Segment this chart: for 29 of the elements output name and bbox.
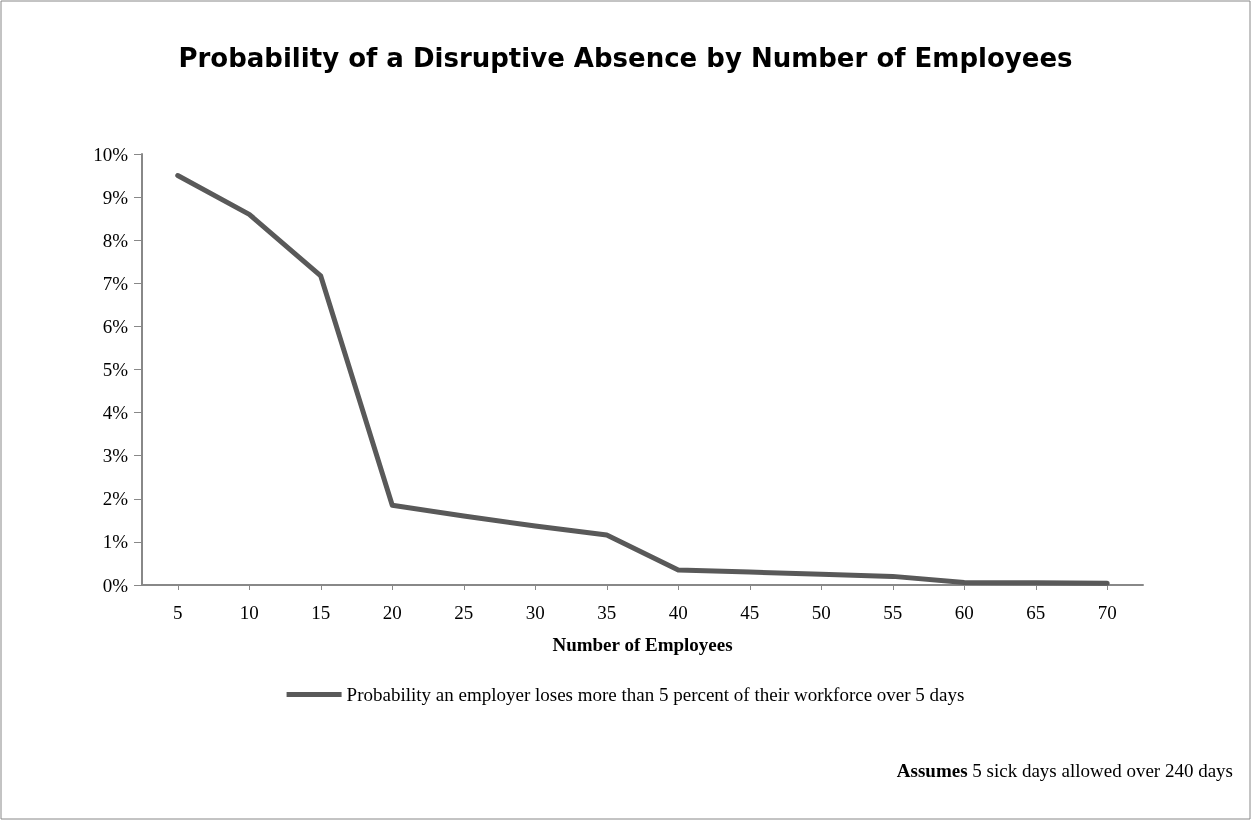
y-tick-label: 9%: [102, 186, 129, 208]
x-tick-label: 50: [811, 602, 831, 623]
y-tick-label: 6%: [102, 315, 129, 337]
x-tick-label: 35: [597, 602, 617, 623]
x-tick-label: 70: [1097, 602, 1117, 623]
y-tick-label: 7%: [102, 272, 129, 294]
y-tick-label: 1%: [102, 531, 129, 553]
y-tick-label: 0%: [102, 574, 129, 596]
x-tick-label: 45: [740, 602, 760, 623]
y-tick-label: 8%: [102, 229, 129, 251]
legend-label: Probability an employer loses more than 5 percent of their workforce over 5 days: [346, 684, 965, 705]
chart-title: Probability of a Disruptive Absence by Number of Employees: [178, 43, 1073, 73]
x-tick-label: 30: [525, 602, 545, 623]
x-tick-label: 25: [454, 602, 474, 623]
y-tick-label: 5%: [102, 359, 129, 380]
y-tick-label: 2%: [102, 488, 129, 510]
x-tick-label: 55: [883, 602, 903, 623]
x-tick-label: 5: [173, 602, 183, 623]
x-axis-title: Number of Employees: [552, 634, 733, 655]
y-tick-label: 4%: [102, 402, 129, 424]
x-tick-label: 15: [311, 602, 331, 623]
y-tick-label: 10%: [93, 143, 129, 165]
x-tick-label: 40: [668, 602, 688, 623]
text: Assumes 5 sick days allowed over 240 days: [896, 760, 1234, 781]
x-tick-label: 10: [239, 602, 259, 623]
x-tick-label: 20: [382, 602, 402, 623]
y-tick-label: 3%: [102, 445, 129, 467]
x-tick-label: 65: [1026, 602, 1046, 623]
x-tick-label: 60: [954, 602, 974, 623]
